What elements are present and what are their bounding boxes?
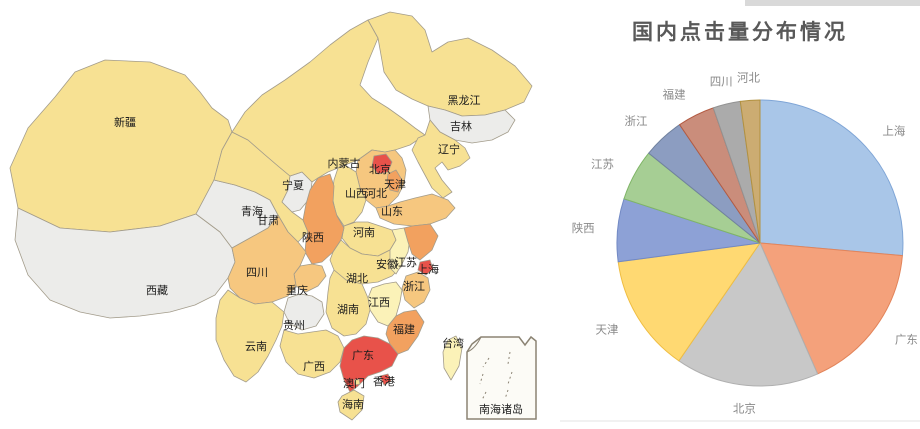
map-label-zhejiang: 浙江: [403, 280, 425, 293]
province-shanghai[interactable]: [417, 259, 434, 276]
inset-label: 南海诸岛: [479, 402, 523, 416]
pie-label-四川: 四川: [710, 76, 733, 89]
map-label-shaanxi: 陕西: [302, 230, 324, 244]
province-hubei[interactable]: [329, 239, 403, 285]
map-label-shanghai: 上海: [417, 262, 439, 276]
map-label-jiangsu: 江苏: [395, 256, 417, 269]
province-xinjiang[interactable]: [9, 59, 233, 233]
province-shapes: [9, 11, 533, 421]
map-label-shandong: 山东: [381, 205, 403, 218]
map-label-ningxia: 宁夏: [282, 178, 304, 192]
pie-slice-广东[interactable]: [759, 242, 903, 375]
map-label-tianjin: 天津: [384, 178, 406, 191]
pie-label-陕西: 陕西: [572, 221, 595, 235]
china-map-panel: 新疆 西藏 青海 甘肃 宁夏 内蒙古 黑龙江 吉林 辽宁 河北 北京 天津 山西…: [9, 11, 537, 421]
inset-islands: [479, 351, 513, 401]
map-label-sichuan: 四川: [246, 267, 268, 279]
pie-label-浙江: 浙江: [625, 115, 648, 128]
map-label-anhui: 安徽: [376, 257, 398, 271]
map-label-hubei: 湖北: [346, 272, 368, 285]
province-labels: 新疆 西藏 青海 甘肃 宁夏 内蒙古 黑龙江 吉林 辽宁 河北 北京 天津 山西…: [114, 94, 481, 411]
province-beijing[interactable]: [371, 153, 393, 175]
south-sea-inset: 南海诸岛: [466, 335, 537, 420]
map-label-neimenggu: 内蒙古: [328, 156, 361, 170]
map-label-qinghai: 青海: [241, 204, 263, 218]
province-guizhou[interactable]: [283, 293, 325, 331]
pie-slice-北京[interactable]: [678, 241, 819, 387]
map-label-heilongjiang: 黑龙江: [448, 94, 481, 107]
map-label-hainan: 海南: [342, 397, 364, 411]
pie-label-上海: 上海: [882, 124, 905, 138]
map-label-xianggang: 香港: [373, 375, 395, 388]
pie-slices: [616, 99, 904, 387]
province-xizang[interactable]: [14, 207, 236, 319]
province-sichuan[interactable]: [227, 214, 307, 305]
map-label-hunan: 湖南: [337, 303, 359, 316]
pie-title: 国内点击量分布情况: [632, 20, 848, 44]
map-label-jiangxi: 江西: [368, 296, 390, 309]
province-liaoning[interactable]: [411, 119, 471, 199]
pie-label-江苏: 江苏: [591, 158, 614, 171]
map-label-henan: 河南: [353, 226, 375, 239]
pie-label-北京: 北京: [733, 401, 756, 415]
province-xianggang[interactable]: [379, 373, 392, 386]
pie-slice-河北[interactable]: [739, 99, 761, 244]
province-fujian[interactable]: [385, 309, 425, 355]
map-label-shanxi: 山西: [345, 187, 367, 200]
province-guangdong[interactable]: [339, 335, 399, 393]
map-label-aomen: 澳门: [343, 376, 365, 390]
map-label-yunnan: 云南: [245, 340, 267, 353]
province-tianjin[interactable]: [386, 169, 403, 193]
province-zhejiang[interactable]: [401, 271, 431, 309]
map-label-taiwan: 台湾: [442, 336, 464, 350]
map-label-gansu: 甘肃: [257, 214, 279, 227]
pie-slice-上海[interactable]: [759, 99, 904, 257]
map-label-guangdong: 广东: [352, 349, 374, 362]
province-guangxi[interactable]: [279, 329, 345, 379]
province-hainan[interactable]: [337, 389, 365, 421]
map-label-guizhou: 贵州: [283, 319, 305, 332]
map-label-beijing: 北京: [369, 162, 391, 176]
bottom-edge-strip: [560, 420, 920, 422]
province-jiangsu[interactable]: [403, 223, 439, 261]
province-taiwan[interactable]: [442, 335, 463, 381]
pie-label-福建: 福建: [663, 88, 686, 102]
province-aomen[interactable]: [353, 378, 361, 386]
inset-box: [466, 335, 537, 420]
province-shaanxi[interactable]: [302, 173, 345, 265]
province-yunnan[interactable]: [215, 289, 285, 383]
pie-label-河北: 河北: [737, 71, 760, 84]
pie-slice-天津[interactable]: [617, 242, 762, 362]
map-label-xizang: 西藏: [146, 284, 168, 297]
province-hunan[interactable]: [325, 269, 371, 337]
map-label-liaoning: 辽宁: [438, 142, 460, 156]
china-map: 新疆 西藏 青海 甘肃 宁夏 内蒙古 黑龙江 吉林 辽宁 河北 北京 天津 山西…: [9, 11, 537, 421]
map-label-jilin: 吉林: [450, 119, 472, 133]
pie-label-广东: 广东: [895, 334, 918, 347]
map-label-fujian: 福建: [393, 322, 415, 336]
province-shandong[interactable]: [375, 193, 456, 227]
map-label-hebei: 河北: [365, 187, 387, 200]
pie-panel: 上海广东北京 天津 陕西 江苏 浙江 福建 四川 河北 国内点击量分布情况: [560, 0, 920, 429]
window-edge-strip: [745, 0, 920, 6]
map-label-chongqing: 重庆: [286, 283, 308, 297]
inset-fold: [466, 336, 482, 353]
province-heilongjiang[interactable]: [367, 11, 533, 117]
map-label-xinjiang: 新疆: [114, 115, 136, 129]
pie-label-天津: 天津: [596, 324, 619, 337]
map-label-guangxi: 广西: [303, 360, 325, 373]
